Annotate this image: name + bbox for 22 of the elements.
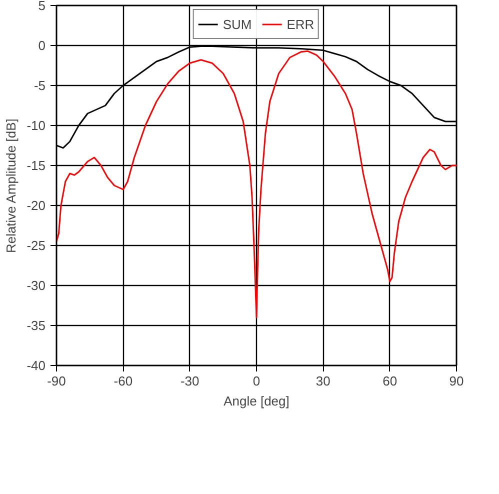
x-tick-label: -30 (180, 374, 200, 388)
y-tick-label: -15 (26, 158, 46, 173)
y-tick-label: -5 (34, 78, 46, 93)
x-tick-label: 30 (316, 374, 330, 388)
x-tick-label: 90 (449, 374, 464, 388)
y-tick-label: 0 (38, 38, 46, 53)
line-series (56, 50, 456, 318)
x-tick-label: 0 (252, 374, 260, 388)
y-tick-label: -20 (26, 198, 46, 213)
x-tick-label: -60 (114, 374, 133, 388)
y-tick-label: -25 (26, 238, 46, 253)
legend-label: SUM (222, 16, 252, 32)
x-axis-title: Angle [deg] (224, 394, 290, 408)
y-tick-label: -35 (26, 318, 46, 333)
y-tick-label: -10 (26, 118, 46, 133)
y-tick-label: -40 (26, 358, 46, 373)
legend-label: ERR (286, 16, 314, 32)
y-tick-label: 5 (38, 0, 46, 13)
y-axis-title: Relative Amplitude [dB] (4, 118, 19, 254)
y-tick-label: -30 (26, 278, 46, 293)
x-tick-label: -90 (47, 374, 66, 388)
x-tick-label: 60 (382, 374, 398, 388)
